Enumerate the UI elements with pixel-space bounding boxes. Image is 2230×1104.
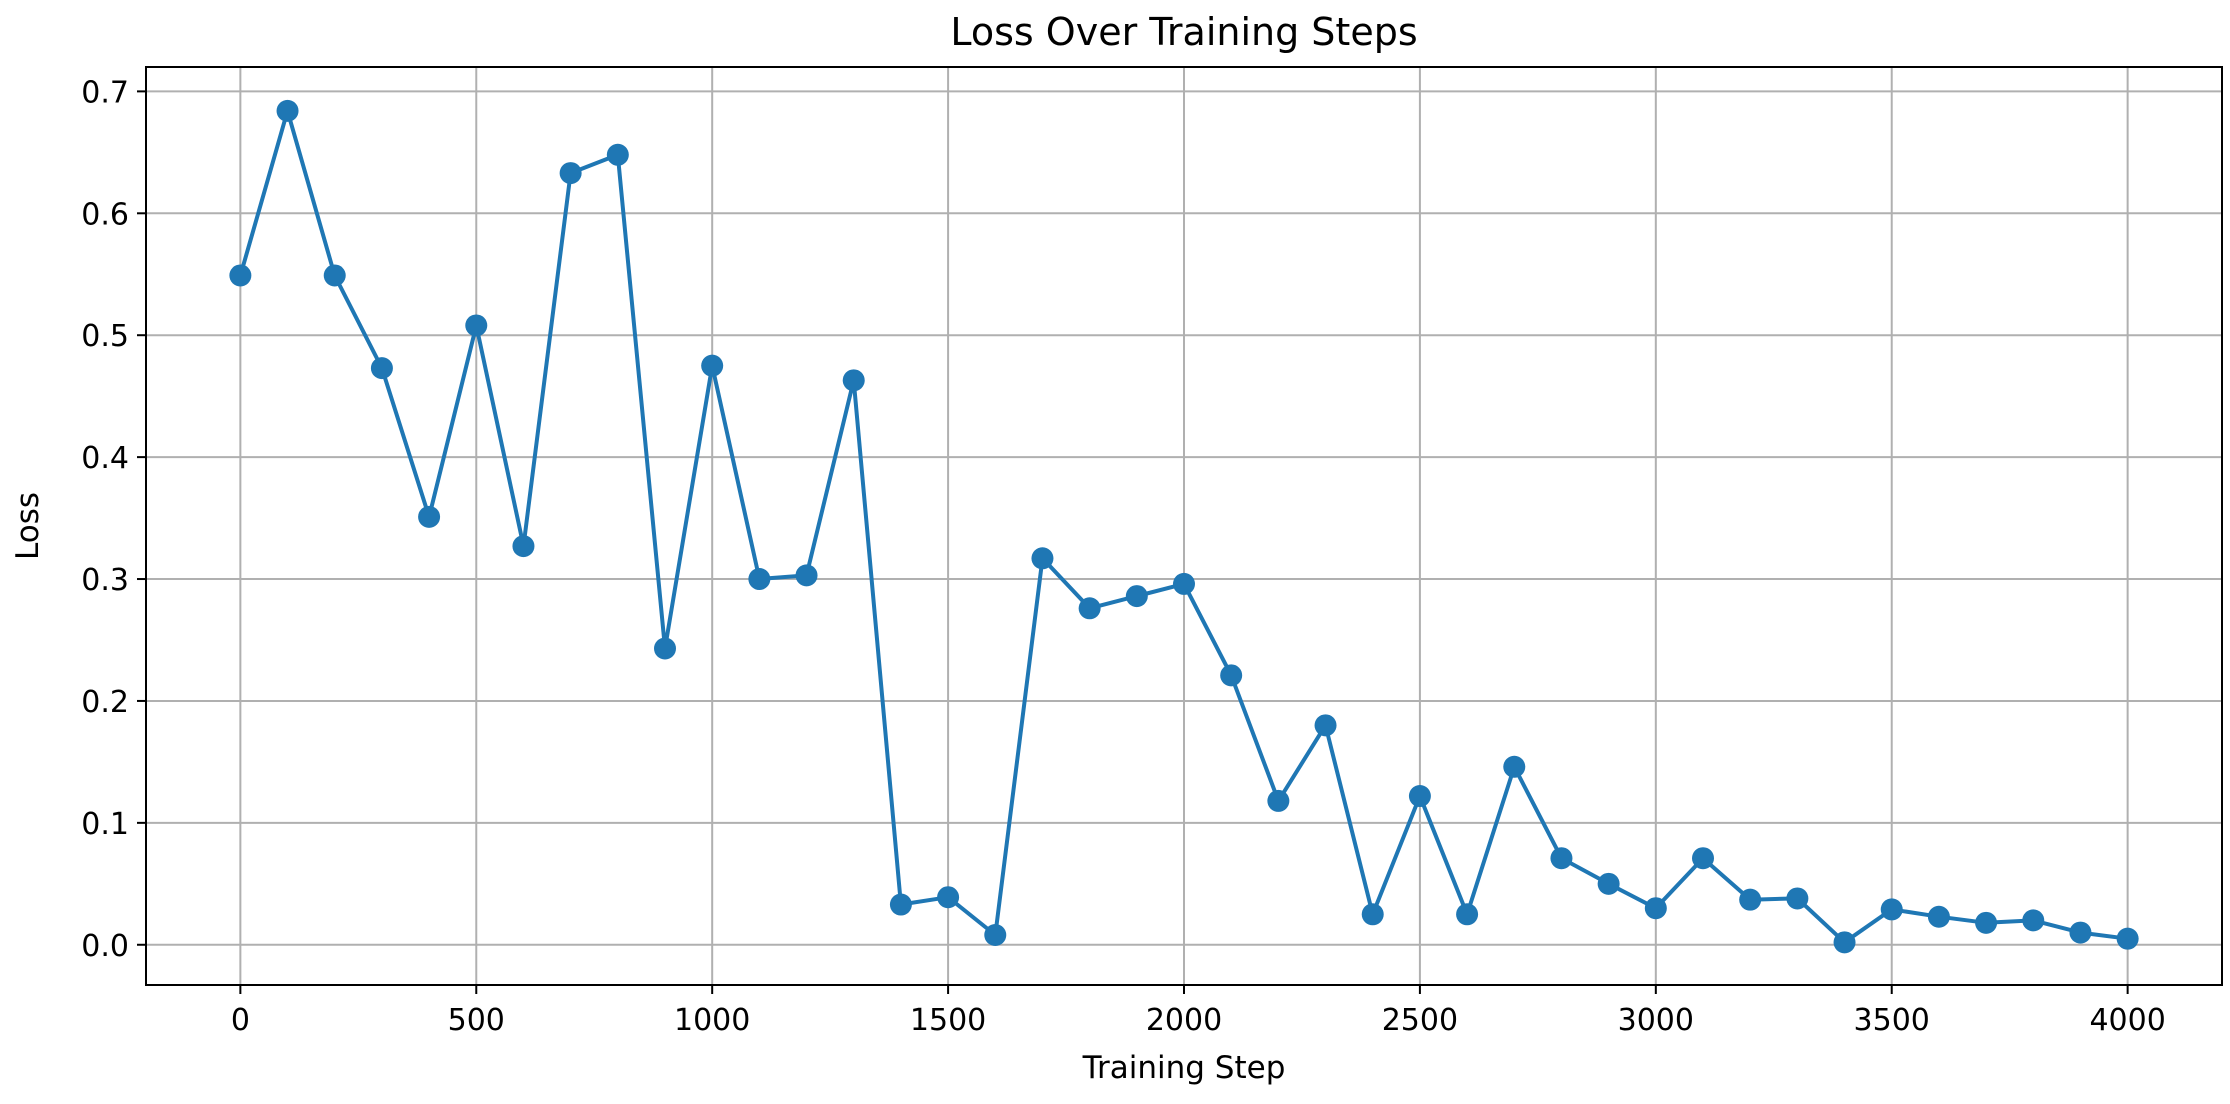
data-point — [889, 893, 912, 916]
x-tick-label: 4000 — [2089, 1003, 2165, 1038]
data-point — [1456, 903, 1479, 926]
x-tick-label: 500 — [448, 1003, 505, 1038]
data-point — [654, 637, 676, 660]
x-tick-label: 1500 — [910, 1003, 986, 1038]
data-point — [323, 264, 346, 287]
x-tick-label: 3500 — [1854, 1003, 1930, 1038]
data-point — [229, 264, 252, 287]
data-point — [465, 314, 488, 337]
y-tick-label: 0.5 — [81, 319, 129, 354]
y-tick-label: 0.0 — [81, 929, 129, 964]
x-tick-label: 1000 — [674, 1003, 750, 1038]
data-point — [370, 357, 393, 380]
data-point — [1880, 898, 1903, 921]
x-tick-label: 2000 — [1146, 1003, 1222, 1038]
data-point — [984, 924, 1007, 947]
data-point — [1173, 572, 1195, 595]
data-point — [1927, 905, 1950, 928]
data-point — [2069, 921, 2092, 944]
y-tick-label: 0.2 — [81, 685, 129, 720]
series-layer — [229, 99, 2139, 954]
y-tick-label: 0.3 — [81, 563, 129, 598]
data-point — [1550, 847, 1573, 870]
data-point — [1833, 931, 1856, 954]
data-point — [512, 535, 535, 558]
y-axis-title: Loss — [10, 492, 46, 560]
data-point — [559, 162, 582, 185]
data-point — [606, 143, 629, 166]
data-point — [1078, 597, 1101, 620]
data-point — [842, 369, 865, 392]
data-point — [1597, 872, 1620, 895]
data-point — [2022, 909, 2045, 932]
data-point — [1503, 755, 1526, 778]
chart-title: Loss Over Training Steps — [950, 10, 1417, 54]
data-point — [795, 564, 818, 587]
data-point — [1361, 903, 1384, 926]
axis-ticks: 0 500 1000 1500 2000 2500 3000 3500 4000 0.0 0.1 0.… — [81, 75, 2166, 1038]
data-point — [1267, 789, 1290, 812]
data-point — [2116, 927, 2139, 950]
x-axis-title: Training Step — [1082, 1050, 1286, 1086]
data-point — [1739, 888, 1762, 911]
data-point — [1692, 847, 1714, 870]
data-point — [1031, 547, 1054, 570]
data-point — [701, 354, 724, 377]
data-point — [1125, 585, 1148, 608]
x-tick-label: 0 — [231, 1003, 250, 1038]
y-tick-label: 0.6 — [81, 197, 129, 232]
data-point — [1314, 714, 1337, 737]
data-point — [748, 568, 771, 591]
x-tick-label: 2500 — [1382, 1003, 1458, 1038]
data-point — [418, 505, 441, 528]
data-point — [1644, 897, 1667, 920]
data-point — [1786, 887, 1809, 910]
data-point — [1408, 785, 1431, 808]
data-point — [276, 99, 299, 122]
data-point — [1975, 911, 1998, 934]
data-point — [937, 886, 960, 909]
y-tick-label: 0.4 — [81, 441, 129, 476]
data-point — [1220, 664, 1243, 687]
x-tick-label: 3000 — [1618, 1003, 1694, 1038]
y-tick-label: 0.1 — [81, 807, 129, 842]
y-tick-label: 0.7 — [81, 75, 129, 110]
